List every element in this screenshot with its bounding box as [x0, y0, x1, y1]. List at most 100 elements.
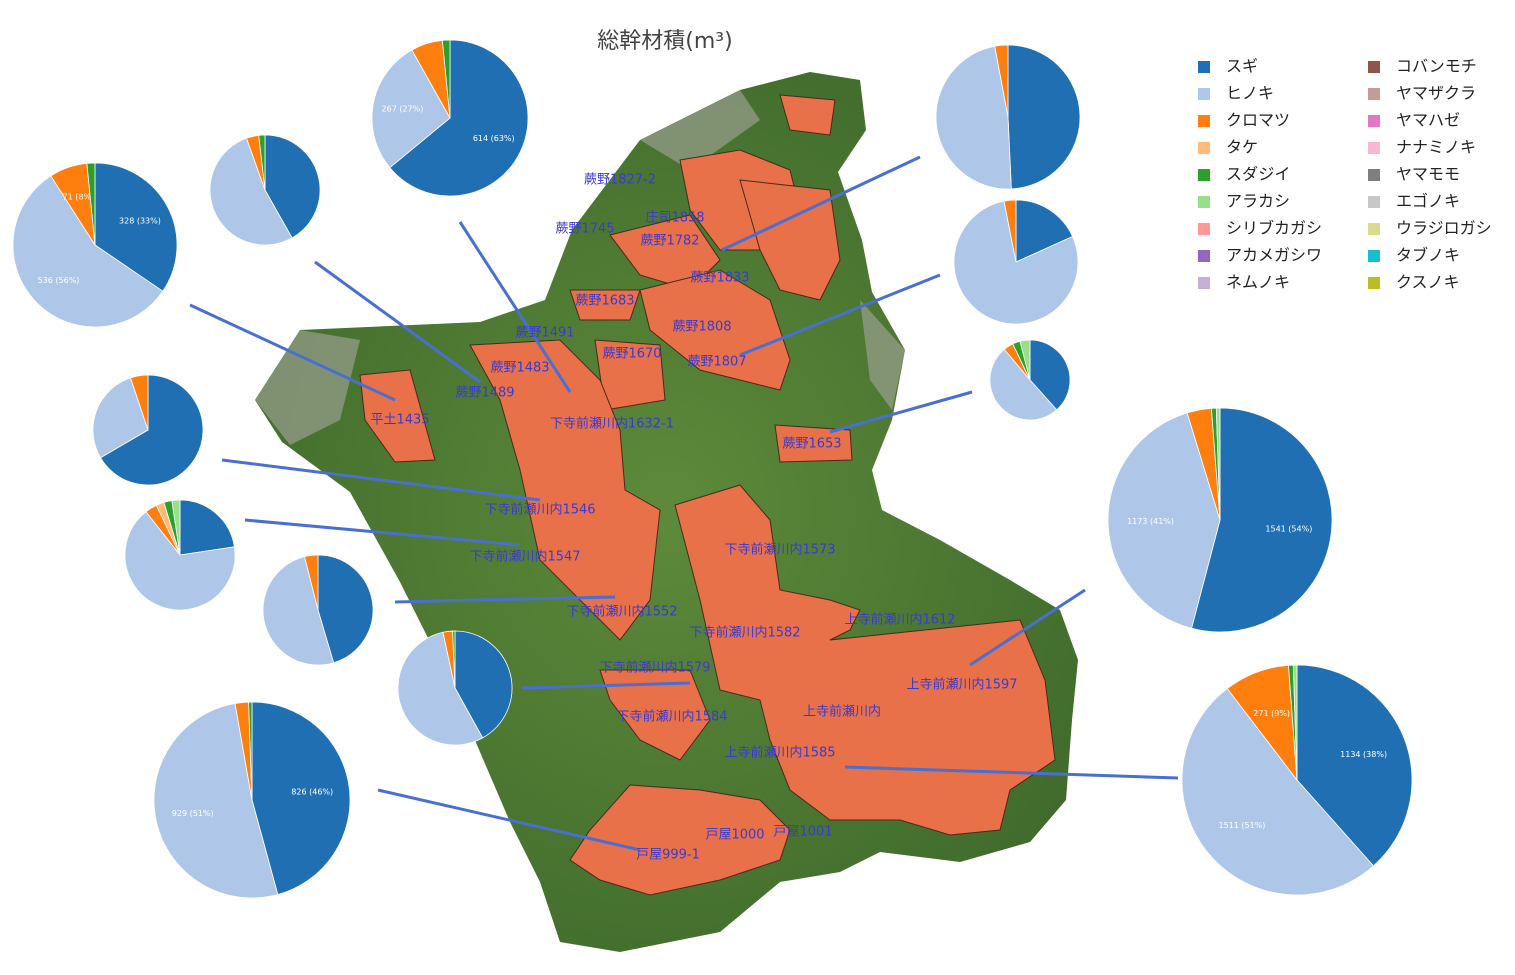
parcel-label: 下寺前瀬川内1584 [616, 709, 727, 725]
slice-label: 826 (46%) [291, 787, 333, 796]
leader-line [458, 221, 572, 393]
pie-slice [130, 374, 149, 431]
parcel-label: 蕨野1483 [490, 361, 549, 376]
parcel-label: 上寺前瀬川内 [803, 704, 881, 720]
legend-label: アラカシ [1226, 192, 1290, 211]
pie-slice [1296, 664, 1413, 867]
legend-label: ヤマハゼ [1396, 111, 1460, 130]
parcel-label: 蕨野1827-2 [584, 173, 656, 188]
pie-slice [1015, 199, 1074, 263]
pie-slice [262, 556, 335, 666]
pie-slice [1019, 339, 1031, 381]
pie-slice [251, 701, 351, 896]
legend-swatch [1368, 88, 1380, 100]
legend-label: ヒノキ [1226, 84, 1274, 103]
pie-slice [989, 348, 1058, 421]
parcel-label: 上寺前瀬川内1612 [844, 612, 955, 628]
pie-slice [1003, 199, 1017, 263]
legend-swatch [1198, 196, 1210, 208]
legend-label: ナナミノキ [1396, 138, 1476, 157]
parcel [469, 339, 661, 641]
pie-slice [1215, 407, 1221, 521]
legend-label: エゴノキ [1396, 192, 1460, 211]
legend-label: クロマツ [1226, 111, 1290, 130]
legend-swatch [1198, 223, 1210, 235]
pie-slice [209, 137, 293, 246]
leader-line [377, 788, 641, 852]
pie-slice [171, 499, 181, 556]
pie-slice [94, 162, 178, 292]
slice-label: 1134 (38%) [1340, 750, 1387, 759]
parcel-label: 下寺前瀬川内1579 [599, 660, 710, 676]
parcel [569, 784, 791, 896]
pie-slice [441, 39, 451, 119]
legend-label: スギ [1226, 57, 1258, 76]
pie-slice [153, 703, 279, 899]
legend-swatch [1368, 61, 1380, 73]
pie-slice [248, 701, 253, 801]
legend-swatch [1198, 250, 1210, 262]
slice-label: 328 (33%) [119, 217, 161, 226]
leader-line [221, 458, 541, 502]
pie-slice [1029, 339, 1071, 411]
legend-swatch [1368, 223, 1380, 235]
leader-line [969, 588, 1086, 667]
parcel [639, 269, 791, 391]
pie-slice [12, 175, 164, 328]
legend-label: ヤマザクラ [1396, 84, 1476, 103]
parcel [779, 94, 836, 136]
pie-slice [99, 374, 204, 486]
parcel-label: 下寺前瀬川内1547 [469, 549, 580, 565]
legend-label: シリブカガシ [1226, 219, 1322, 238]
slice-label: 267 (27%) [382, 105, 424, 114]
pie-slice [179, 499, 235, 556]
parcel-label: 平土1435 [370, 413, 429, 428]
legend-label: コバンモチ [1396, 57, 1477, 76]
parcel-label: 蕨野1833 [690, 271, 749, 286]
parcel-label: 蕨野1782 [640, 234, 699, 249]
leader-line [739, 273, 941, 357]
parcel-label: 下寺前瀬川内1573 [724, 542, 835, 558]
pie-slice [258, 134, 266, 191]
slice-label: 1541 (54%) [1265, 524, 1312, 533]
legend-swatch [1368, 169, 1380, 181]
parcel-label: 蕨野1489 [455, 386, 514, 401]
legend-swatch [1198, 277, 1210, 289]
pie-slice [371, 49, 451, 169]
pie-slice [304, 554, 319, 611]
parcel [739, 179, 841, 301]
parcel [674, 484, 1056, 836]
legend-box [1180, 42, 1510, 322]
pie-slice [454, 630, 513, 739]
legend-swatch [1198, 115, 1210, 127]
pie-slice [264, 134, 321, 239]
parcel-label: 蕨野1808 [672, 320, 731, 335]
slice-label: 1173 (41%) [1127, 517, 1174, 526]
leader-line [829, 390, 973, 434]
parcel [599, 669, 711, 761]
rock-area [255, 90, 905, 445]
legend-swatch [1368, 142, 1380, 154]
pie-slice [92, 377, 149, 459]
leader-line [844, 765, 1179, 780]
legend-swatch [1198, 169, 1210, 181]
slice-label: 71 (8%) [63, 192, 95, 201]
legend-swatch [1368, 250, 1380, 262]
leader-line [189, 303, 396, 402]
pie-slice [1107, 412, 1221, 629]
legend-label: ネムノキ [1226, 273, 1290, 292]
pie-slice [452, 630, 456, 689]
legend-swatch [1198, 142, 1210, 154]
pie-slice [1292, 664, 1298, 781]
legend-label: ヤマモモ [1396, 165, 1460, 184]
slice-label: 271 (9%) [1253, 709, 1290, 718]
legend-swatch [1368, 277, 1380, 289]
parcels [359, 94, 1056, 896]
parcel-label: 蕨野1491 [515, 326, 574, 341]
pie-slice [935, 45, 1012, 190]
leader-line [314, 260, 481, 384]
parcel-label: 蕨野1683 [575, 294, 634, 309]
parcel-label: 戸屋1001 [773, 825, 832, 840]
parcel-label: 蕨野1745 [555, 222, 614, 237]
pie-slice [86, 162, 96, 246]
